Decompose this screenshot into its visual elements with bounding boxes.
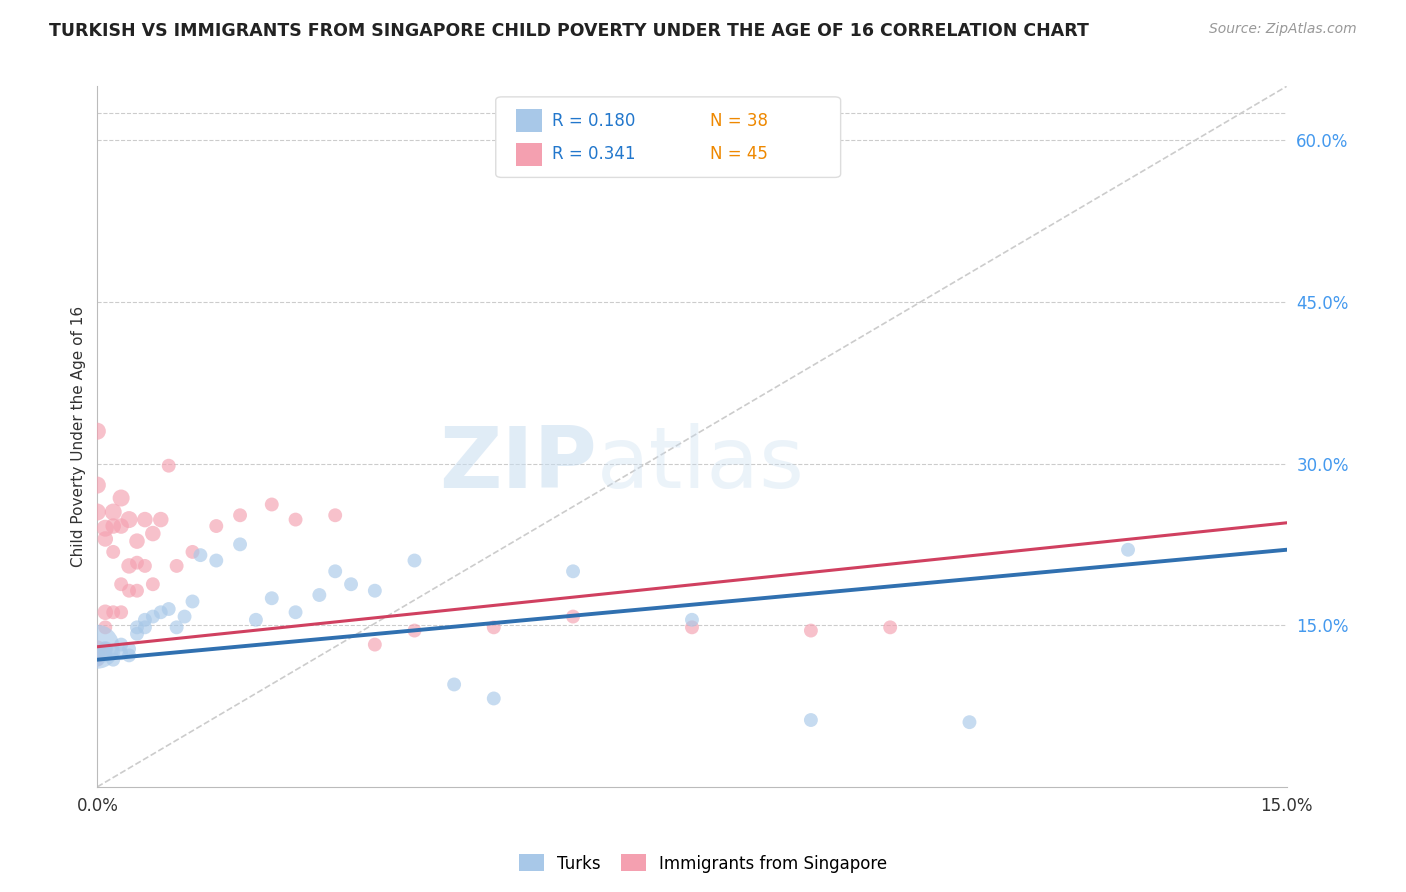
Text: TURKISH VS IMMIGRANTS FROM SINGAPORE CHILD POVERTY UNDER THE AGE OF 16 CORRELATI: TURKISH VS IMMIGRANTS FROM SINGAPORE CHI…	[49, 22, 1090, 40]
FancyBboxPatch shape	[496, 97, 841, 178]
Point	[190, 548, 212, 562]
FancyBboxPatch shape	[516, 143, 543, 166]
Point	[443, 677, 465, 691]
Point	[562, 609, 585, 624]
Point	[482, 620, 505, 634]
Point	[260, 498, 283, 512]
Point	[103, 645, 125, 659]
Point	[103, 505, 125, 519]
Point	[86, 424, 108, 438]
Point	[879, 620, 901, 634]
Point	[205, 553, 228, 567]
Point	[142, 526, 165, 541]
Point	[323, 564, 346, 578]
Point	[103, 519, 125, 533]
Point	[173, 609, 195, 624]
Point	[959, 715, 981, 730]
Point	[134, 613, 156, 627]
Point	[308, 588, 330, 602]
Point	[86, 653, 108, 667]
Point	[340, 577, 363, 591]
Y-axis label: Child Poverty Under the Age of 16: Child Poverty Under the Age of 16	[72, 306, 86, 567]
Text: R = 0.180: R = 0.180	[551, 112, 636, 129]
Point	[86, 648, 108, 663]
Text: N = 38: N = 38	[710, 112, 768, 129]
FancyBboxPatch shape	[516, 110, 543, 132]
Point	[364, 638, 387, 652]
Point	[149, 512, 172, 526]
Point	[166, 558, 188, 573]
Point	[94, 532, 117, 546]
Point	[681, 620, 703, 634]
Point	[110, 519, 132, 533]
Point	[482, 691, 505, 706]
Legend: Turks, Immigrants from Singapore: Turks, Immigrants from Singapore	[512, 847, 894, 880]
Point	[125, 534, 148, 549]
Point	[125, 556, 148, 570]
Point	[125, 627, 148, 641]
Point	[110, 491, 132, 505]
Point	[103, 653, 125, 667]
Point	[245, 613, 267, 627]
Point	[125, 583, 148, 598]
Point	[86, 505, 108, 519]
Point	[110, 605, 132, 619]
Text: atlas: atlas	[596, 423, 804, 506]
Point	[181, 545, 204, 559]
Point	[1116, 542, 1139, 557]
Point	[166, 620, 188, 634]
Point	[118, 512, 141, 526]
Point	[681, 613, 703, 627]
Point	[118, 641, 141, 656]
Point	[284, 605, 307, 619]
Text: ZIP: ZIP	[439, 423, 596, 506]
Point	[364, 583, 387, 598]
Point	[404, 553, 426, 567]
Point	[157, 458, 180, 473]
Point	[103, 545, 125, 559]
Point	[125, 620, 148, 634]
Point	[800, 624, 823, 638]
Point	[134, 620, 156, 634]
Point	[94, 620, 117, 634]
Point	[404, 624, 426, 638]
Point	[94, 605, 117, 619]
Point	[110, 638, 132, 652]
Point	[118, 583, 141, 598]
Text: N = 45: N = 45	[710, 145, 768, 163]
Point	[562, 564, 585, 578]
Point	[118, 558, 141, 573]
Point	[110, 646, 132, 660]
Point	[94, 641, 117, 656]
Point	[157, 602, 180, 616]
Point	[110, 577, 132, 591]
Point	[86, 478, 108, 492]
Point	[142, 609, 165, 624]
Point	[205, 519, 228, 533]
Point	[86, 640, 108, 654]
Point	[181, 594, 204, 608]
Point	[134, 512, 156, 526]
Point	[229, 508, 252, 523]
Point	[103, 605, 125, 619]
Text: R = 0.341: R = 0.341	[551, 145, 636, 163]
Point	[94, 648, 117, 663]
Point	[149, 605, 172, 619]
Point	[229, 537, 252, 551]
Point	[134, 558, 156, 573]
Point	[118, 648, 141, 663]
Text: Source: ZipAtlas.com: Source: ZipAtlas.com	[1209, 22, 1357, 37]
Point	[323, 508, 346, 523]
Point	[284, 512, 307, 526]
Point	[142, 577, 165, 591]
Point	[94, 641, 117, 656]
Point	[260, 591, 283, 606]
Point	[86, 650, 108, 665]
Point	[800, 713, 823, 727]
Point	[86, 641, 108, 656]
Point	[94, 521, 117, 535]
